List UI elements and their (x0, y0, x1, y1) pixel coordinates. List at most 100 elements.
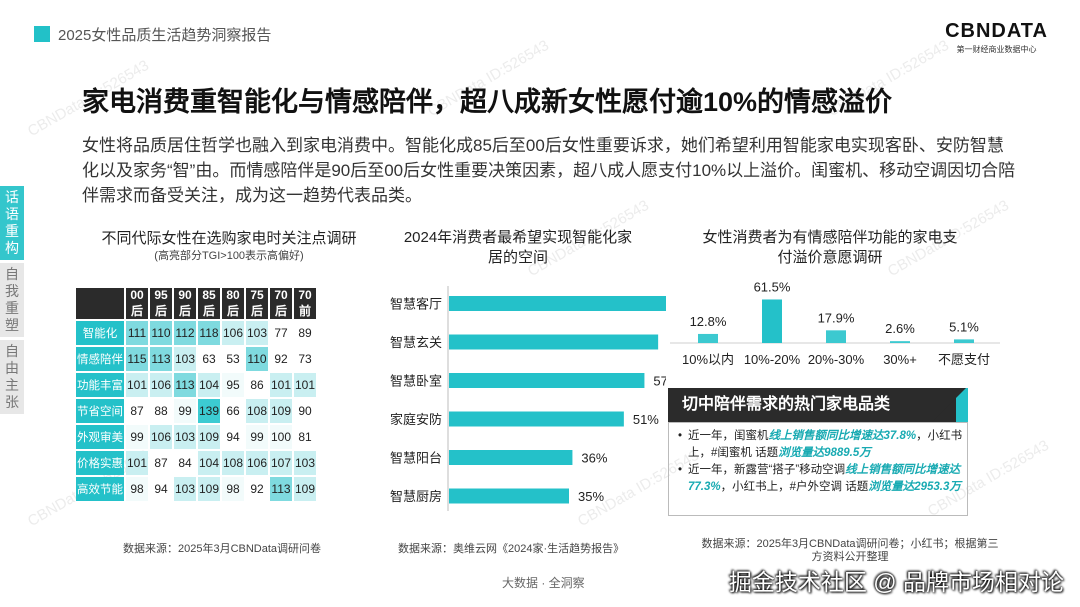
premium-source: 数据来源：2025年3月CBNData调研问卷；小红书；根据第三方资料公开整理 (701, 538, 999, 563)
data-label: 5.1% (949, 319, 979, 334)
heatmap-cell: 81 (294, 425, 316, 449)
heatmap-cell: 86 (246, 373, 268, 397)
heatmap-cell: 111 (126, 321, 148, 345)
platform-watermark: 掘金技术社区 @ 品牌市场相对论 (728, 569, 1064, 595)
data-label: 35% (578, 489, 604, 504)
heatmap-cell: 104 (198, 451, 220, 475)
category-label: 10%以内 (682, 352, 734, 367)
heatmap-row-header: 价格实惠 (76, 451, 124, 475)
heatmap-row-header: 外观审美 (76, 425, 124, 449)
heatmap-cell: 100 (270, 425, 292, 449)
heatmap-cell: 104 (198, 373, 220, 397)
hot-item-text: 近一年，闺蜜机 (688, 430, 769, 442)
heatmap-cell: 94 (150, 477, 172, 501)
category-label: 10%-20% (744, 352, 801, 367)
cbndata-logo: CBNDATA 第一财经商业数据中心 (945, 20, 1048, 55)
heatmap-cell: 106 (246, 451, 268, 475)
heatmap-column-header: 00后 (126, 288, 148, 319)
bar (449, 373, 645, 388)
category-label: 智慧厨房 (390, 489, 442, 504)
bar (826, 330, 846, 343)
heatmap-cell: 84 (174, 451, 196, 475)
heatmap-cell: 99 (174, 399, 196, 423)
heatmap-title: 不同代际女性在选购家电时关注点调研 (101, 230, 357, 247)
side-tab-char: 张 (5, 394, 19, 410)
heatmap-column-header: 75后 (246, 288, 268, 319)
heatmap-cell: 108 (222, 451, 244, 475)
heatmap-row-header: 情感陪伴 (76, 347, 124, 371)
heatmap-row-header: 功能丰富 (76, 373, 124, 397)
premium-bar-chart: 12.8% 10%以内 61.5% 10%-20% 17.9% 20%-30% 2.6% 30… (670, 279, 1000, 367)
heatmap-cell: 103 (174, 425, 196, 449)
data-label: 57% (653, 374, 666, 389)
hot-item-guimiji: 近一年，闺蜜机线上销售额同比增速达37.8%，小红书上，#闺蜜机 话题浏览量达9… (678, 428, 968, 462)
heatmap-row-header: 高效节能 (76, 477, 124, 501)
heatmap-row-header: 节省空间 (76, 399, 124, 423)
report-title: 2025女性品质生活趋势洞察报告 (58, 27, 272, 44)
heatmap-cell: 101 (270, 373, 292, 397)
heatmap-row-header: 智能化 (76, 321, 124, 345)
data-label: 12.8% (690, 314, 727, 329)
heatmap-cell: 109 (294, 477, 316, 501)
side-tab[interactable]: 自由主张 (0, 340, 24, 414)
data-label: 36% (581, 451, 607, 466)
bar (698, 333, 718, 343)
heatmap-cell: 66 (222, 399, 244, 423)
heatmap-cell: 87 (126, 399, 148, 423)
heatmap-cell: 98 (126, 477, 148, 501)
hot-item-text: 近一年，新露营“搭子”移动空调 (688, 464, 846, 476)
heatmap-cell: 87 (150, 451, 172, 475)
bar (449, 334, 659, 350)
hot-item-highlight: 浏览量达9889.5万 (778, 447, 871, 459)
heatmap-column-header: 95后 (150, 288, 172, 319)
hot-products-box: 切中陪伴需求的热门家电品类 近一年，闺蜜机线上销售额同比增速达37.8%，小红书… (668, 388, 976, 520)
heatmap-cell: 53 (222, 347, 244, 371)
intro-paragraph: 女性将品质居住哲学也融入到家电消费中。智能化成85后至00后女性重要诉求，她们希… (82, 136, 1016, 205)
hot-item-text: ，小红书上，#户外空调 话题 (720, 481, 869, 493)
side-tab-char: 由 (5, 360, 19, 376)
bar (449, 411, 624, 427)
category-label: 智慧玄关 (390, 335, 442, 350)
heatmap-cell: 109 (198, 425, 220, 449)
side-tab-char: 我 (5, 283, 19, 299)
heatmap-cell: 113 (270, 477, 292, 501)
heatmap-column-header: 70后 (270, 288, 292, 319)
heatmap-cell: 106 (150, 425, 172, 449)
tgi-heatmap: 00后 95后 90后 85后 80后 75后 70后 70前 智能化 111 110 112 118 1… (74, 286, 318, 503)
heatmap-cell: 63 (198, 347, 220, 371)
hot-item-portable-ac: 近一年，新露营“搭子”移动空调线上销售额同比增速达77.3%，小红书上，#户外空… (678, 462, 968, 496)
hot-title-corner (932, 388, 966, 422)
hot-products-title: 切中陪伴需求的热门家电品类 (668, 388, 956, 422)
heatmap-cell: 115 (126, 347, 148, 371)
heatmap-cell: 92 (270, 347, 292, 371)
category-label: 智慧卧室 (390, 374, 442, 389)
hot-item-text: ，小红书上，#闺蜜机 话题 (688, 430, 963, 459)
logo-text: CBNDATA (945, 20, 1048, 42)
side-tab-char: 自 (5, 266, 19, 282)
heatmap-cell: 101 (126, 451, 148, 475)
heatmap-column-header: 80后 (222, 288, 244, 319)
heatmap-cell: 95 (222, 373, 244, 397)
smart-home-source: 数据来源：奥维云网《2024家·生活趋势报告》 (398, 543, 625, 555)
category-label: 智慧阳台 (390, 451, 442, 466)
category-label: 20%-30% (808, 352, 865, 367)
side-tab[interactable]: 自我重塑 (0, 263, 24, 337)
heatmap-cell: 113 (150, 347, 172, 371)
heatmap-cell: 94 (222, 425, 244, 449)
side-tab-char: 构 (5, 240, 19, 256)
heatmap-cell: 103 (246, 321, 268, 345)
bar (449, 296, 666, 311)
side-tab-active[interactable]: 话语重构 (0, 186, 24, 260)
bar (449, 488, 569, 504)
side-tab-char: 语 (5, 206, 19, 222)
side-tabs: 话语重构 自我重塑 自由主张 (0, 186, 24, 417)
heatmap-cell: 99 (246, 425, 268, 449)
side-tab-char: 话 (5, 189, 19, 205)
heatmap-cell: 109 (198, 477, 220, 501)
heatmap-cell: 92 (246, 477, 268, 501)
heatmap-cell: 112 (174, 321, 196, 345)
heatmap-cell: 89 (294, 321, 316, 345)
heatmap-cell: 77 (270, 321, 292, 345)
category-label: 家庭安防 (390, 412, 442, 427)
heatmap-cell: 103 (294, 451, 316, 475)
